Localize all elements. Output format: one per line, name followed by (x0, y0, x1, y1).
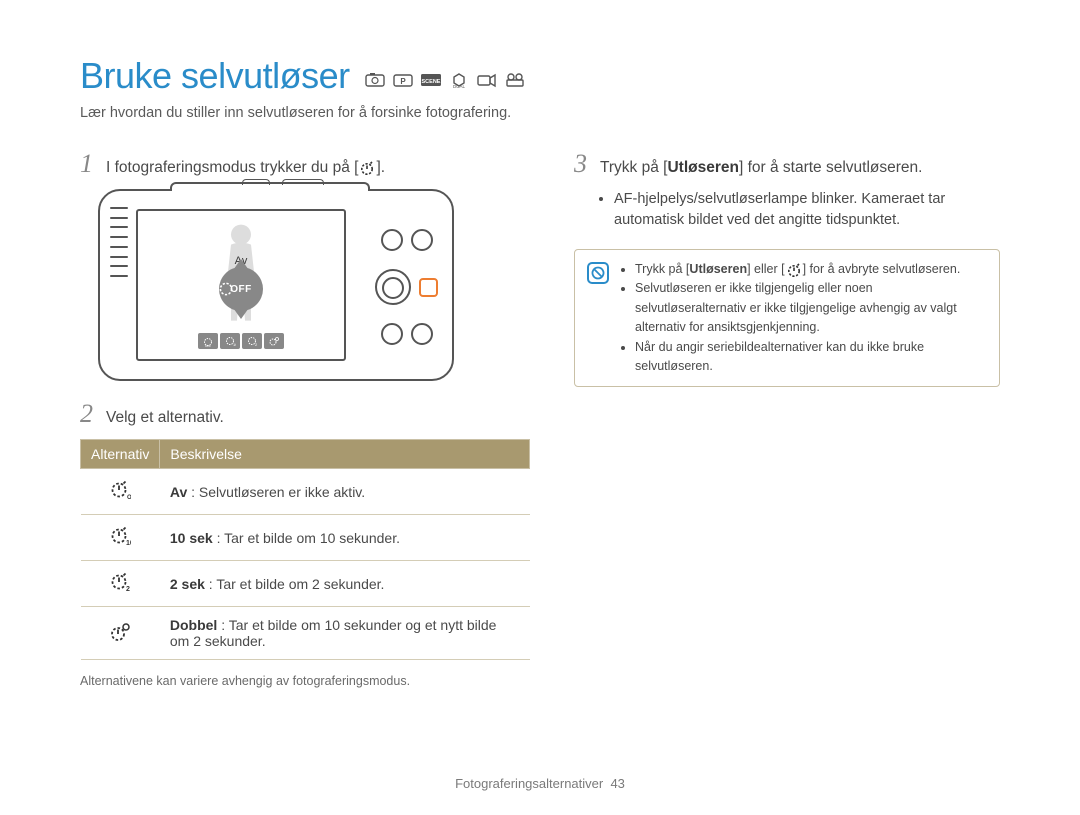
step-3-bullets: AF-hjelpelys/selvutløserlampe blinker. K… (604, 189, 1000, 231)
table-header-beskrivelse: Beskrivelse (160, 440, 530, 469)
movie-icon (476, 72, 498, 88)
program-icon: P (392, 72, 414, 88)
step-text: I fotograferingsmodus trykker du på []. (106, 159, 385, 177)
table-cell-desc: Av : Selvutløseren er ikke aktiv. (160, 469, 530, 515)
timer-double-icon (264, 333, 284, 349)
svg-text:OFF: OFF (127, 495, 131, 501)
footnote: Alternativene kan variere avhengig av fo… (80, 674, 530, 688)
lcd-dial: OFF (219, 267, 263, 311)
svg-text:10: 10 (126, 540, 131, 547)
step-num: 2 (80, 399, 96, 429)
camera-btn-4 (411, 323, 433, 345)
list-item: AF-hjelpelys/selvutløserlampe blinker. K… (614, 189, 1000, 231)
svg-text:2: 2 (126, 586, 130, 593)
timer-10-icon: 10 (81, 515, 160, 561)
timer-off-icon: OFF (198, 333, 218, 349)
note-box: Trykk på [Utløseren] eller [] for å avbr… (574, 249, 1000, 387)
svg-text:OFF: OFF (205, 344, 211, 347)
svg-text:SCENE: SCENE (421, 79, 440, 85)
smart-movie-icon (504, 72, 526, 88)
list-item: Når du angir seriebildealternativer kan … (635, 338, 987, 377)
timer-2-icon: 2 (242, 333, 262, 349)
table-row: Dobbel : Tar et bilde om 10 sekunder og … (81, 607, 530, 660)
camera-controls (375, 229, 438, 345)
camera-illustration: Av OFF OFF 10 2 (98, 189, 454, 381)
dual-is-icon: DUAL (448, 72, 470, 88)
timer-10-icon: 10 (220, 333, 240, 349)
step-num: 1 (80, 149, 96, 179)
step-num: 3 (574, 149, 590, 179)
svg-text:2: 2 (255, 342, 258, 347)
table-cell-desc: 2 sek : Tar et bilde om 2 sekunder. (160, 561, 530, 607)
step-1: 1 I fotograferingsmodus trykker du på []… (80, 149, 530, 179)
timer-icon (359, 160, 375, 176)
svg-text:P: P (400, 77, 406, 86)
table-cell-desc: Dobbel : Tar et bilde om 10 sekunder og … (160, 607, 530, 660)
camera-btn-2 (411, 229, 433, 251)
table-row: OFF Av : Selvutløseren er ikke aktiv. (81, 469, 530, 515)
table-row: 2 2 sek : Tar et bilde om 2 sekunder. (81, 561, 530, 607)
step-text: Velg et alternativ. (106, 409, 224, 427)
smart-auto-icon (364, 72, 386, 88)
timer-2-icon: 2 (81, 561, 160, 607)
mode-icons-row: P SCENE DUAL (364, 72, 526, 88)
note-icon (587, 262, 609, 284)
camera-btn-1 (381, 229, 403, 251)
svg-text:10: 10 (233, 342, 236, 347)
timer-icon (786, 262, 802, 278)
lcd-bottom-icons: OFF 10 2 (198, 333, 284, 349)
timer-double-icon (81, 607, 160, 660)
step-text: Trykk på [Utløseren] for å starte selvut… (600, 159, 922, 177)
camera-nav-ring (375, 269, 411, 305)
timer-off-icon: OFF (81, 469, 160, 515)
table-cell-desc: 10 sek : Tar et bilde om 10 sekunder. (160, 515, 530, 561)
svg-text:DUAL: DUAL (453, 84, 466, 88)
scene-icon: SCENE (420, 72, 442, 88)
options-table: Alternativ Beskrivelse OFF Av : Selvutløs… (80, 439, 530, 660)
step-2: 2 Velg et alternativ. (80, 399, 530, 429)
page-title: Bruke selvutløser (80, 55, 350, 97)
camera-lcd: Av OFF OFF 10 2 (136, 209, 346, 361)
camera-btn-3 (381, 323, 403, 345)
table-row: 10 10 sek : Tar et bilde om 10 sekunder. (81, 515, 530, 561)
camera-highlight-btn (419, 278, 438, 297)
step-3: 3 Trykk på [Utløseren] for å starte selv… (574, 149, 1000, 179)
list-item: Selvutløseren er ikke tilgjengelig eller… (635, 279, 987, 337)
page-footer: Fotograferingsalternativer 43 (0, 776, 1080, 791)
page-subtitle: Lær hvordan du stiller inn selvutløseren… (80, 105, 1000, 121)
list-item: Trykk på [Utløseren] eller [] for å avbr… (635, 260, 987, 279)
table-header-alternativ: Alternativ (81, 440, 160, 469)
